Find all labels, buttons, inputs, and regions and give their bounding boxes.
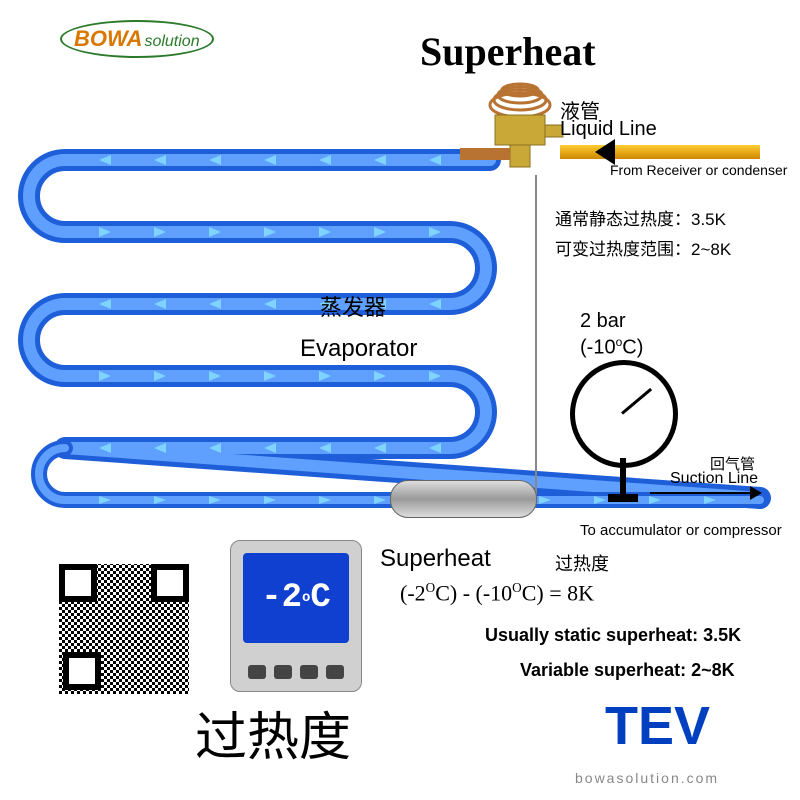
- superheat-label-cn: 过热度: [555, 550, 609, 576]
- suction-arrow-icon: [650, 492, 760, 494]
- digital-thermometer: -2oC: [230, 540, 362, 692]
- tev-valve-icon: [460, 84, 563, 167]
- brand-logo: BOWA solution: [60, 20, 214, 58]
- logo-brand: BOWA: [74, 26, 142, 52]
- logo-suffix: solution: [144, 33, 199, 51]
- gauge-pressure-label: 2 bar: [580, 310, 626, 333]
- page-title: Superheat: [420, 28, 596, 75]
- tev-label: TEV: [605, 695, 710, 757]
- gauge-temp-label: (-10oC): [580, 335, 643, 360]
- from-receiver-label: From Receiver or condenser: [610, 162, 787, 178]
- sensing-bulb-icon: [390, 480, 537, 518]
- liquid-line-label-en: Liquid Line: [560, 118, 657, 141]
- thermometer-button[interactable]: [300, 665, 318, 679]
- suction-line-en: Suction Line: [670, 470, 758, 488]
- to-accumulator-label: To accumulator or compressor: [580, 522, 782, 539]
- qr-code: [55, 560, 193, 698]
- thermometer-screen: -2oC: [243, 553, 349, 643]
- title-cn: 过热度: [195, 695, 351, 770]
- variable-superheat-en: Variable superheat: 2~8K: [520, 660, 735, 681]
- variable-superheat-cn: 可变过热度范围：2~8K: [555, 235, 731, 260]
- pressure-gauge-icon: [570, 360, 678, 468]
- thermometer-button[interactable]: [274, 665, 292, 679]
- logo-oval: BOWA solution: [60, 20, 214, 58]
- liquid-line-pipe: [560, 145, 760, 159]
- capillary-line: [535, 175, 537, 495]
- evaporator-label-cn: 蒸发器: [320, 290, 386, 322]
- gauge-base: [608, 494, 638, 502]
- website-url: bowasolution.com: [575, 770, 719, 786]
- thermometer-buttons: [231, 665, 361, 679]
- superheat-equation: (-2OC) - (-10OC) = 8K: [400, 580, 594, 606]
- gauge-stem: [620, 458, 626, 498]
- superheat-label: Superheat: [380, 545, 491, 573]
- evaporator-label-en: Evaporator: [300, 335, 417, 363]
- usually-static-label: Usually static superheat: 3.5K: [485, 625, 741, 646]
- thermometer-button[interactable]: [248, 665, 266, 679]
- thermometer-button[interactable]: [326, 665, 344, 679]
- static-superheat-cn: 通常静态过热度：3.5K: [555, 205, 726, 230]
